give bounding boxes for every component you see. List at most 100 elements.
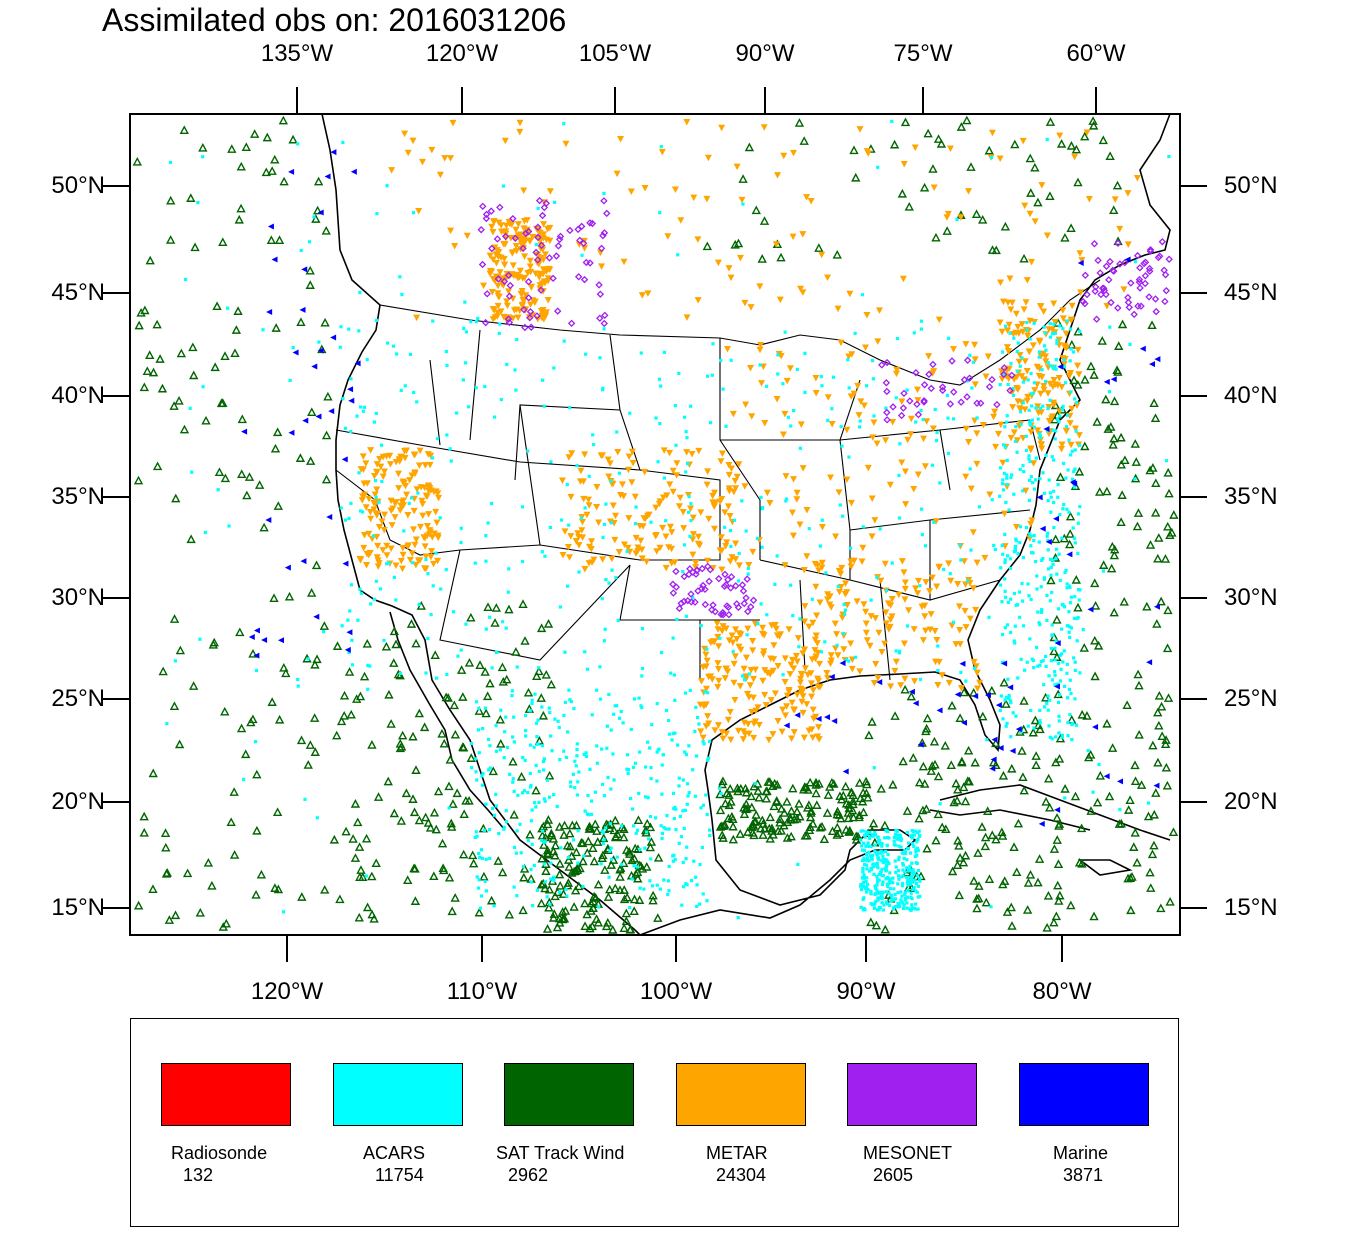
metar-marker <box>367 447 375 454</box>
metar-marker <box>1072 425 1080 433</box>
acars-marker <box>505 362 509 367</box>
acars-marker <box>1066 624 1070 628</box>
mesonet-marker <box>505 292 514 300</box>
mesonet-marker <box>721 570 729 579</box>
acars-marker <box>784 499 788 503</box>
sat-track-wind-marker <box>805 822 815 832</box>
metar-marker <box>789 149 797 157</box>
sat-track-wind-marker <box>1066 141 1077 150</box>
acars-marker <box>938 481 942 485</box>
metar-marker <box>395 485 403 492</box>
acars-marker <box>575 754 579 758</box>
sat-track-wind-marker <box>305 280 315 289</box>
acars-marker <box>1052 458 1056 462</box>
mesonet-marker <box>579 239 588 248</box>
acars-marker <box>1029 371 1033 376</box>
sat-track-wind-marker <box>1119 596 1129 606</box>
acars-marker <box>435 437 440 441</box>
sat-track-wind-marker <box>611 831 621 841</box>
mesonet-marker <box>705 577 713 586</box>
metar-marker <box>692 564 700 571</box>
acars-marker <box>639 704 643 708</box>
metar-marker <box>777 631 785 638</box>
metar-marker <box>971 341 979 349</box>
acars-marker <box>1073 660 1077 664</box>
metar-marker <box>609 502 617 509</box>
metar-marker <box>559 552 567 559</box>
sat-track-wind-marker <box>158 666 168 676</box>
sat-track-wind-marker <box>952 860 963 869</box>
metar-marker <box>1039 350 1047 358</box>
acars-marker <box>281 910 286 914</box>
metar-marker <box>374 542 382 550</box>
acars-marker <box>203 530 207 535</box>
acars-marker <box>683 750 687 754</box>
metar-marker <box>780 152 788 160</box>
metar-marker <box>1004 327 1012 334</box>
acars-marker <box>877 908 881 912</box>
acars-marker <box>880 867 884 871</box>
acars-marker <box>660 763 664 767</box>
sat-track-wind-marker <box>953 784 963 794</box>
sat-track-wind-marker <box>559 913 570 923</box>
sat-track-wind-marker <box>452 788 462 798</box>
acars-marker <box>490 666 494 670</box>
metar-marker <box>812 632 820 639</box>
sat-track-wind-marker <box>827 777 837 787</box>
acars-marker <box>746 566 751 570</box>
acars-marker <box>358 290 362 295</box>
sat-track-wind-marker <box>960 796 971 806</box>
acars-marker <box>548 710 552 715</box>
sat-track-wind-marker <box>1053 880 1063 890</box>
metar-marker <box>725 461 733 469</box>
metar-marker <box>910 485 918 493</box>
acars-marker <box>864 879 868 884</box>
metar-marker <box>749 548 757 556</box>
sat-track-wind-marker <box>353 817 363 827</box>
mesonet-marker <box>719 610 727 619</box>
metar-marker <box>1085 195 1093 203</box>
sat-track-wind-marker <box>1079 643 1089 652</box>
sat-track-wind-marker <box>798 784 809 794</box>
acars-marker <box>502 825 506 829</box>
mesonet-marker <box>1146 246 1155 254</box>
acars-marker <box>1073 541 1077 545</box>
acars-marker <box>540 550 544 554</box>
metar-marker <box>1083 129 1091 137</box>
metar-marker <box>783 377 791 385</box>
acars-marker <box>512 740 516 744</box>
metar-marker <box>1020 306 1028 313</box>
sat-track-wind-marker <box>310 747 320 756</box>
metar-marker <box>422 553 430 560</box>
metar-marker <box>781 712 789 719</box>
acars-marker <box>889 880 894 884</box>
metar-marker <box>761 420 769 427</box>
sat-track-wind-marker <box>931 835 941 845</box>
acars-marker <box>909 834 913 838</box>
sat-track-wind-marker <box>1026 188 1036 197</box>
acars-marker <box>789 583 793 587</box>
acars-marker <box>1118 807 1122 812</box>
sat-track-wind-marker <box>1019 785 1029 795</box>
acars-marker <box>522 789 527 793</box>
acars-marker <box>1038 719 1042 723</box>
acars-marker <box>1044 664 1048 669</box>
mesonet-marker <box>715 574 723 583</box>
sat-track-wind-marker <box>753 786 763 795</box>
acars-marker <box>640 674 644 678</box>
metar-marker <box>419 512 427 520</box>
acars-marker <box>1024 525 1029 530</box>
acars-marker <box>1050 590 1054 595</box>
metar-marker <box>695 447 703 455</box>
acars-marker <box>497 331 501 335</box>
metar-marker <box>744 720 752 728</box>
acars-marker <box>860 293 865 297</box>
metar-marker <box>1042 358 1050 365</box>
metar-marker <box>358 497 366 504</box>
acars-marker <box>534 721 539 725</box>
metar-marker <box>451 242 459 250</box>
acars-marker <box>317 340 321 344</box>
acars-marker <box>583 506 587 510</box>
metar-marker <box>410 451 418 459</box>
metar-marker <box>389 505 397 512</box>
